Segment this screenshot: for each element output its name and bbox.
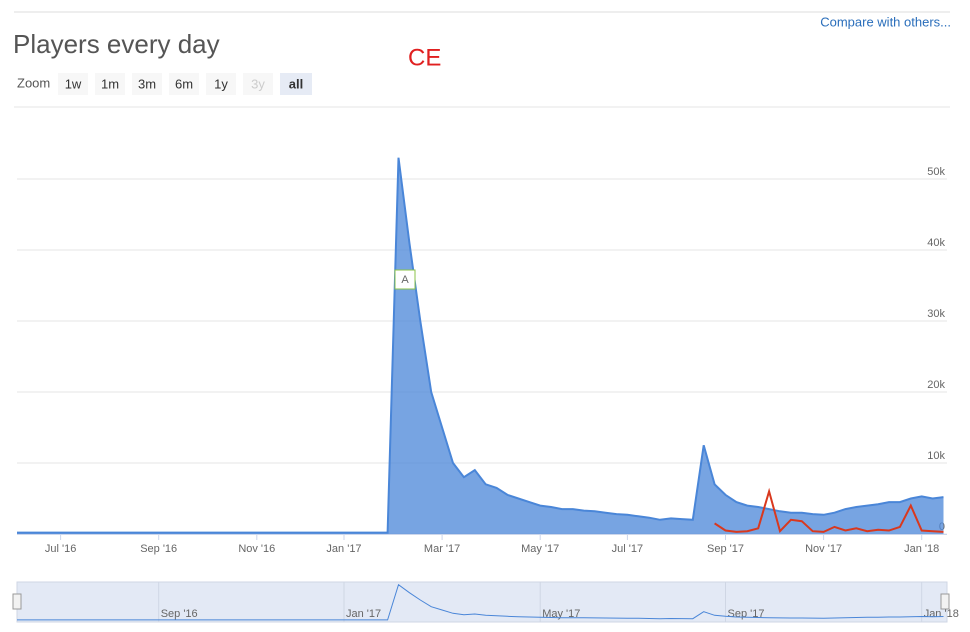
y-tick-label: 20k	[927, 379, 945, 391]
zoom-label: Zoom	[17, 75, 50, 90]
series-line	[714, 487, 944, 534]
navigator-handle[interactable]	[940, 593, 950, 610]
x-tick-label: Nov '17	[805, 543, 842, 555]
x-tick-label: Jan '18	[904, 543, 939, 555]
zoom-button-label: 3y	[251, 76, 265, 91]
x-tick-label: Jul '16	[45, 543, 76, 555]
zoom-button[interactable]	[206, 73, 236, 95]
x-tick-label: Mar '17	[424, 543, 460, 555]
x-tick-label: Sep '16	[140, 543, 177, 555]
zoom-button[interactable]	[280, 73, 312, 95]
zoom-button-label[interactable]: 6m	[175, 76, 193, 91]
zoom-button[interactable]	[169, 73, 199, 95]
zoom-button[interactable]	[132, 73, 162, 95]
y-tick-label: 50k	[927, 166, 945, 178]
zoom-button-label[interactable]: 1w	[65, 76, 82, 91]
x-tick-label: Nov '16	[238, 543, 275, 555]
compare-link[interactable]: Compare with others...	[820, 14, 951, 29]
navigator-label: Sep '16	[161, 608, 198, 620]
navigator-handle[interactable]	[12, 593, 22, 610]
zoom-button	[243, 73, 273, 95]
x-tick-label: Jul '17	[612, 543, 643, 555]
navigator-label: Sep '17	[728, 608, 765, 620]
zoom-button-label[interactable]: 1m	[101, 76, 119, 91]
series-line	[17, 157, 944, 534]
flag	[394, 269, 416, 290]
zoom-button-label[interactable]: all	[289, 76, 303, 91]
navigator[interactable]	[16, 581, 948, 623]
badge: CE	[408, 44, 441, 71]
navigator-label: Jan '18	[924, 608, 959, 620]
y-tick-label: 40k	[927, 237, 945, 249]
y-tick-label: 30k	[927, 308, 945, 320]
flag-label: A	[401, 274, 409, 286]
x-tick-label: May '17	[521, 543, 559, 555]
y-tick-label: 10k	[927, 450, 945, 462]
navigator-series	[17, 583, 944, 621]
chart-title: Players every day	[13, 29, 220, 59]
navigator-label: Jan '17	[346, 608, 381, 620]
zoom-button[interactable]	[58, 73, 88, 95]
x-tick-label: Jan '17	[326, 543, 361, 555]
x-tick-label: Sep '17	[707, 543, 744, 555]
zoom-button[interactable]	[95, 73, 125, 95]
navigator-label: May '17	[542, 608, 580, 620]
zoom-button-label[interactable]: 3m	[138, 76, 156, 91]
zoom-button-label[interactable]: 1y	[214, 76, 228, 91]
